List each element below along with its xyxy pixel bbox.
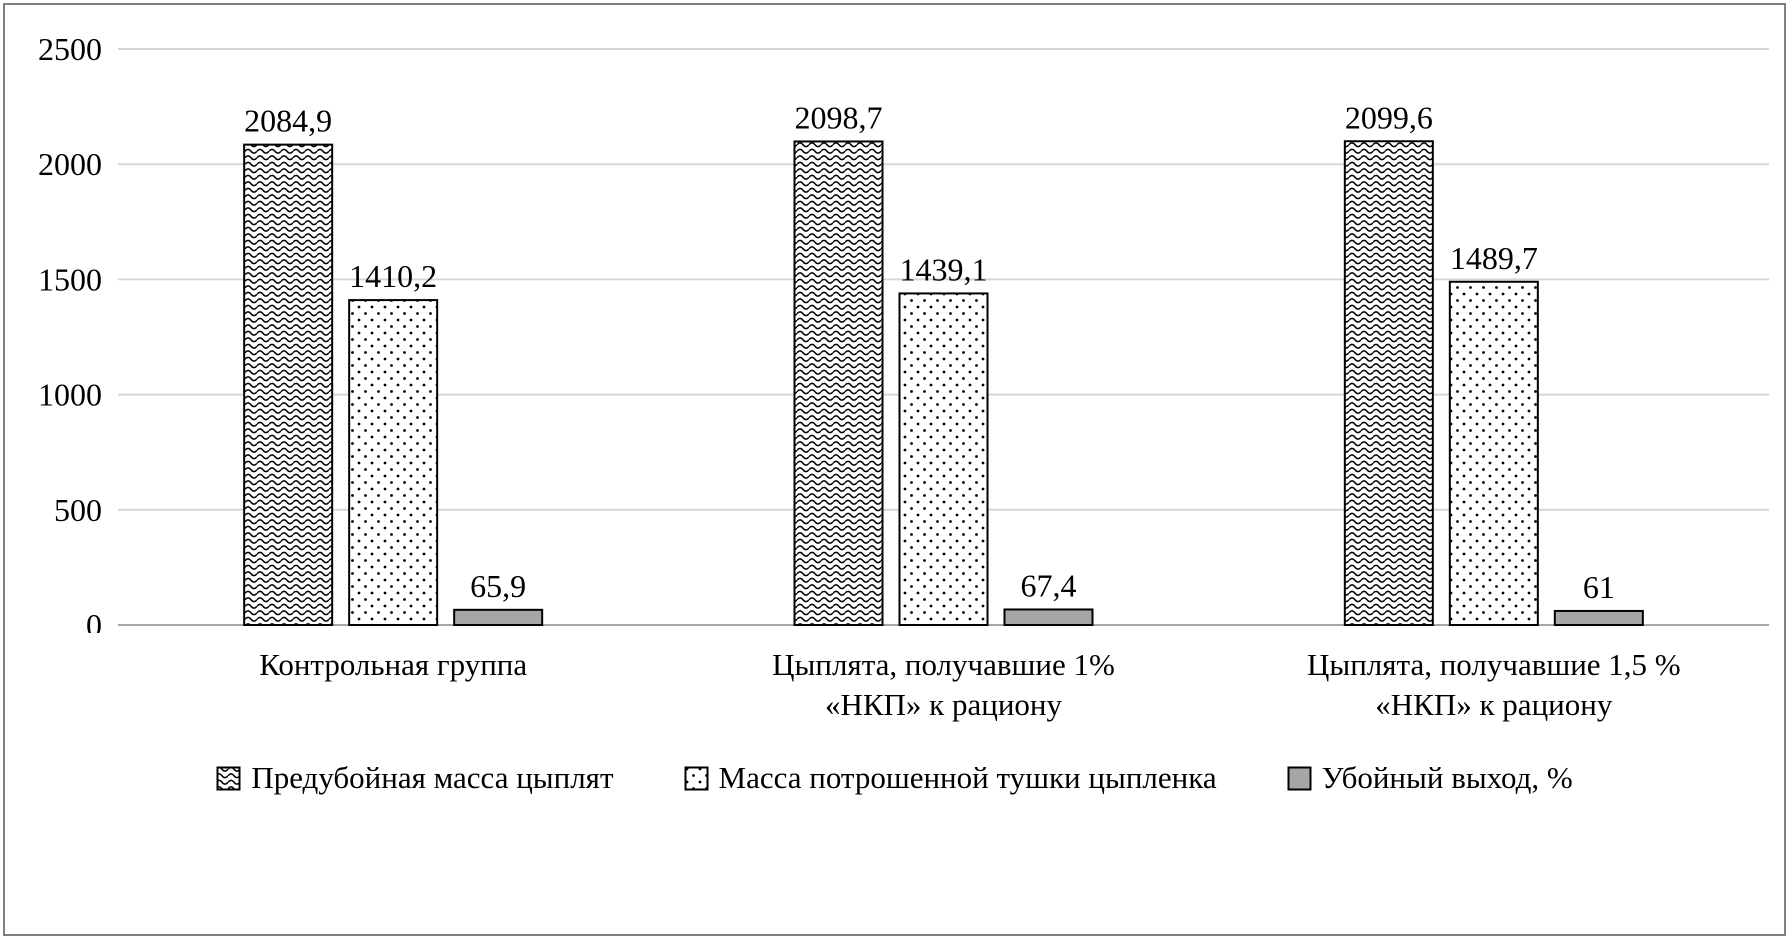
category-label: Контрольная группа [118, 645, 668, 724]
category-label-line: Цыплята, получавшие 1% [772, 647, 1115, 682]
bar-value-label: 1439,1 [900, 251, 988, 287]
bar-series0-cat0 [243, 143, 334, 626]
y-tick-label: 500 [54, 492, 102, 528]
bar-value-label: 2099,6 [1345, 99, 1433, 135]
bar-series2-cat2 [1553, 609, 1644, 627]
bar-value-label: 61 [1583, 569, 1615, 605]
category-label: Цыплята, получавшие 1% «НКП» к рациону [668, 645, 1218, 724]
bar-series1-cat0 [348, 299, 439, 626]
plot-area: 0 500 1000 1500 2000 2500 2084,9 1410,2 65,9 2098… [38, 31, 1769, 633]
legend-marker [684, 766, 708, 791]
legend-label: Убойный выход, % [1321, 760, 1573, 796]
bar-value-label: 1410,2 [349, 258, 437, 294]
x-axis-category-labels: Контрольная группа Цыплята, получавшие 1%… [118, 645, 1769, 724]
bar-value-label: 2098,7 [795, 99, 883, 135]
bar-series2-cat0 [453, 608, 544, 627]
bar-series2-cat1 [1003, 608, 1094, 627]
bar-value-label: 65,9 [470, 568, 526, 604]
bar-value-label: 1489,7 [1450, 240, 1538, 276]
category-label: Цыплята, получавшие 1,5 % «НКП» к рациону [1219, 645, 1769, 724]
legend-marker [1287, 766, 1312, 791]
y-tick-label: 1500 [38, 261, 102, 297]
bar-series1-cat1 [898, 292, 989, 626]
y-tick-label: 2000 [38, 146, 102, 182]
category-label-line: «НКП» к рациону [824, 686, 1063, 722]
legend-marker [216, 766, 241, 791]
bar-series0-cat2 [1343, 140, 1434, 626]
y-tick-label: 0 [86, 607, 102, 633]
bar-series0-cat1 [793, 140, 884, 626]
bar-value-label: 67,4 [1021, 567, 1077, 603]
legend-item: Предубойная масса цыплят [216, 760, 614, 796]
category-label-line: «НКП» к рациону [1375, 686, 1613, 722]
bar-value-label: 2084,9 [244, 103, 332, 139]
bar-series1-cat2 [1448, 280, 1539, 626]
legend-item: Убойный выход, % [1287, 760, 1573, 796]
y-tick-label: 2500 [38, 31, 102, 67]
legend-label: Масса потрошенной тушки цыпленка [718, 760, 1217, 796]
chart-figure: 0 500 1000 1500 2000 2500 2084,9 1410,2 65,9 2098… [3, 3, 1786, 936]
category-label-line: Контрольная группа [259, 647, 528, 682]
legend-label: Предубойная масса цыплят [251, 760, 614, 796]
y-tick-label: 1000 [38, 377, 102, 413]
legend: Предубойная масса цыплят Масса потрошенно… [5, 760, 1784, 796]
legend-item: Масса потрошенной тушки цыпленка [684, 760, 1217, 796]
category-label-line: Цыплята, получавшие 1,5 % [1306, 647, 1681, 682]
